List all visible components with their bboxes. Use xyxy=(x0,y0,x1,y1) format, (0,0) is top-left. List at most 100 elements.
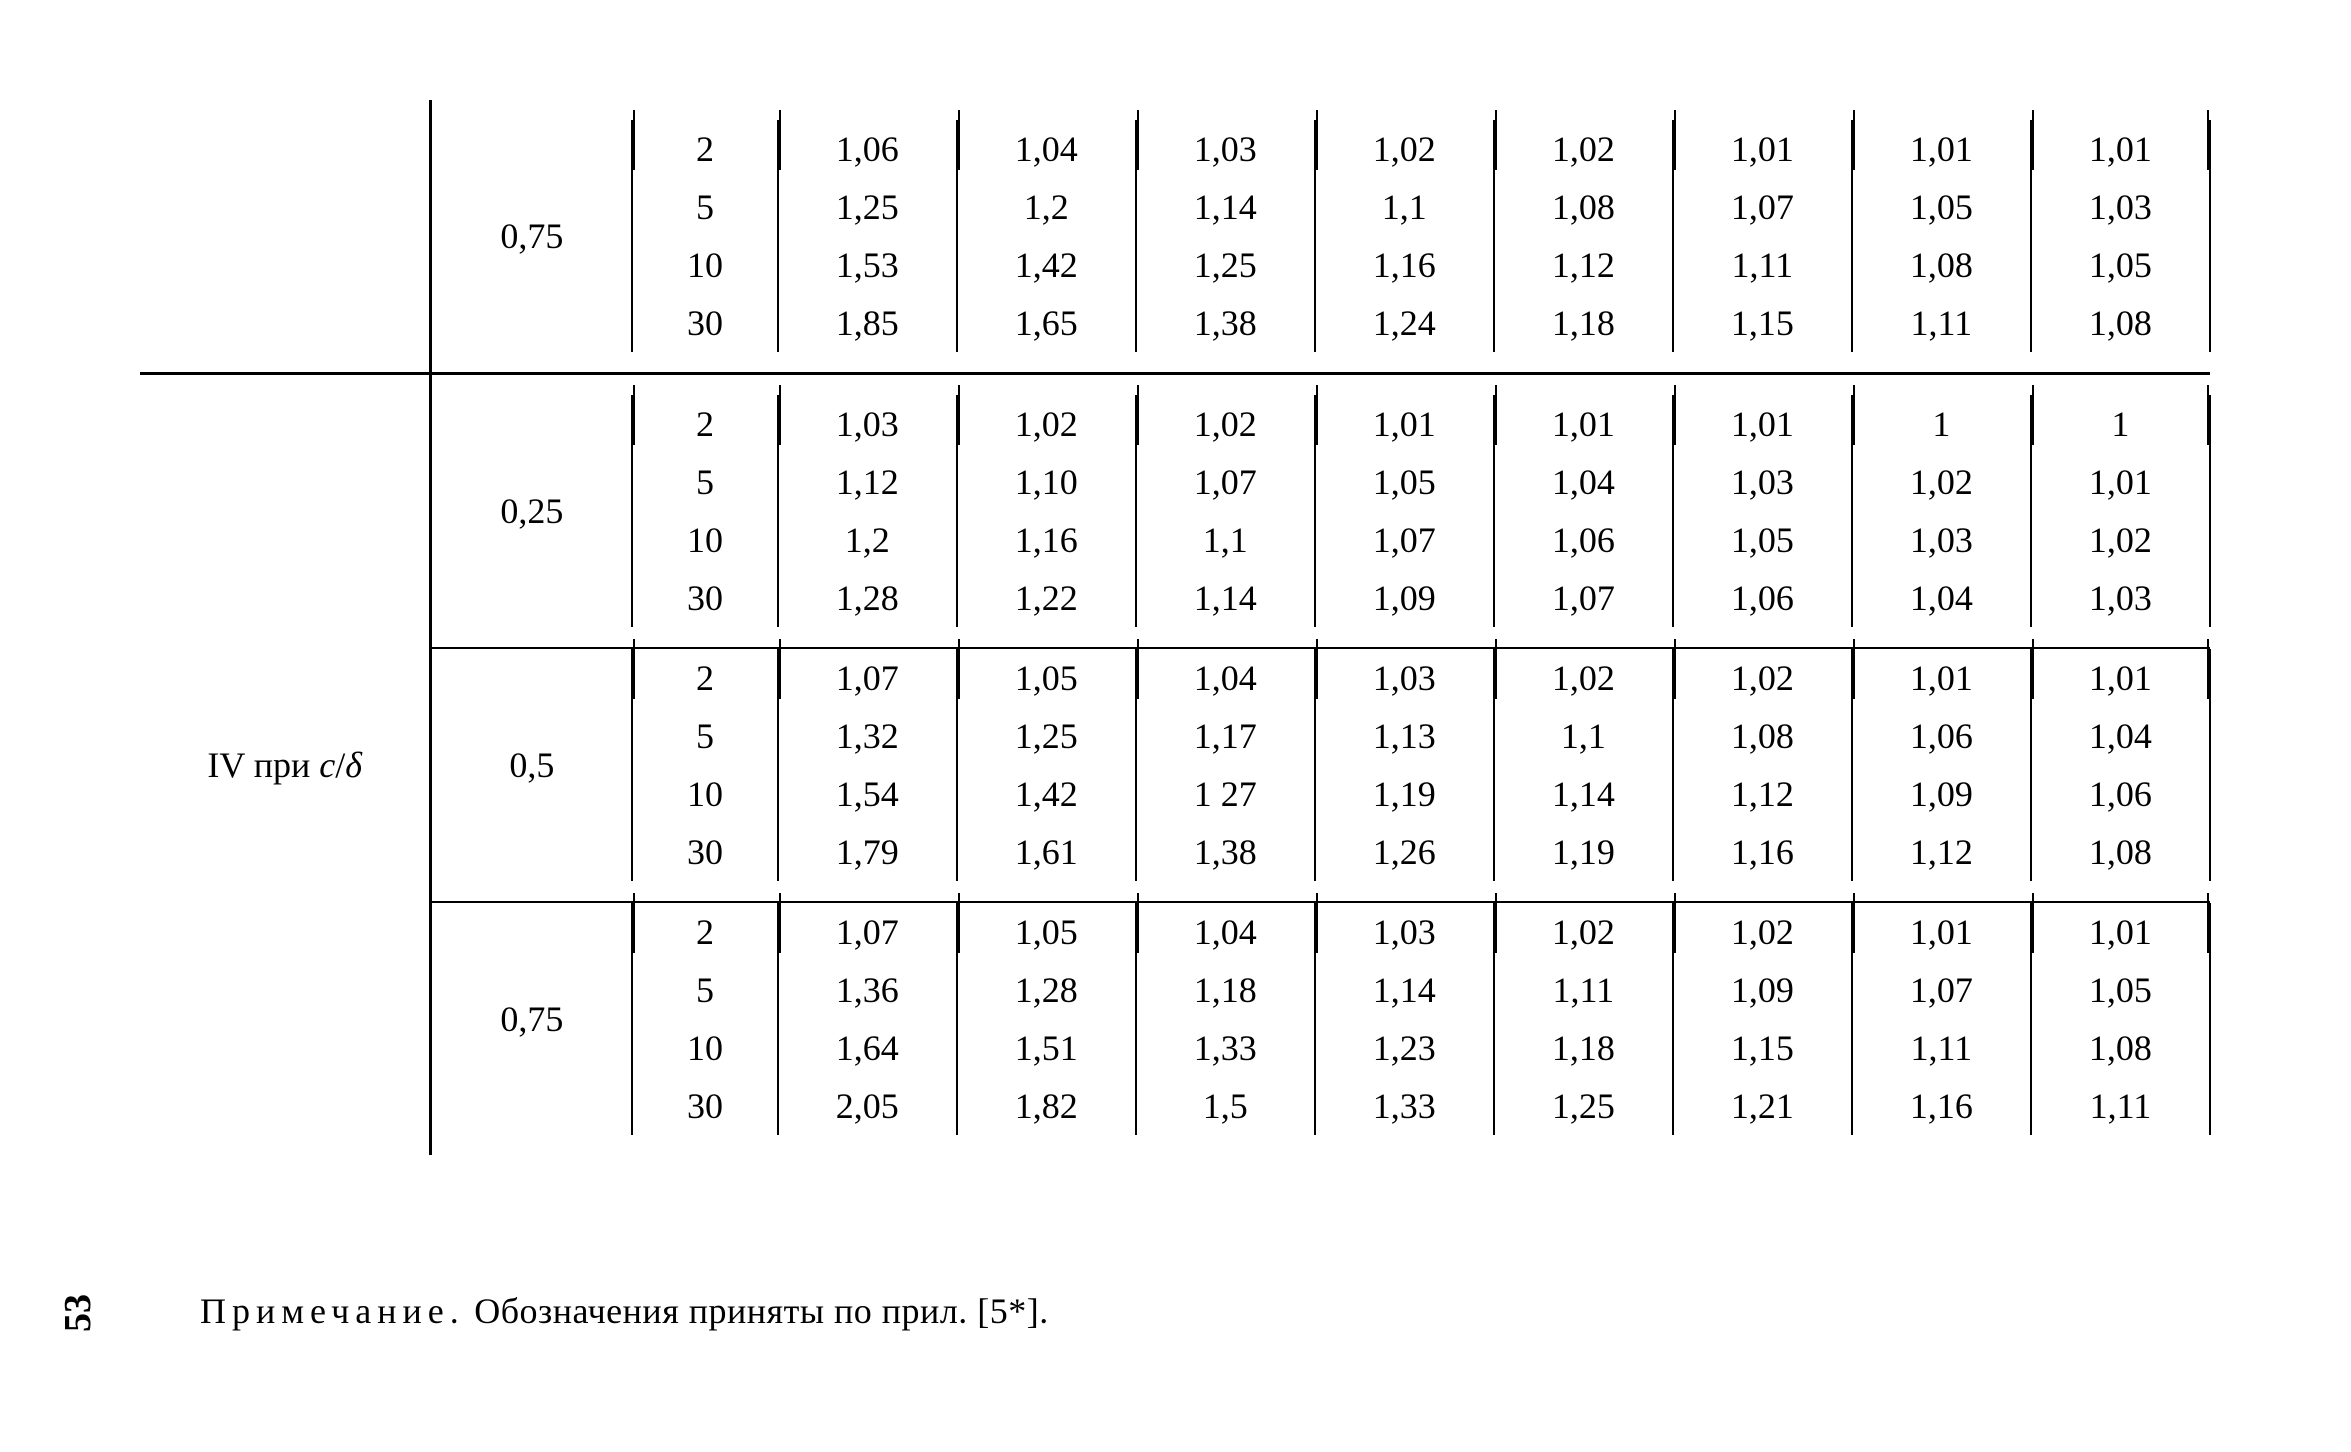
data-cell: 1,03 xyxy=(1673,453,1852,511)
data-cell: 1,64 xyxy=(778,1019,957,1077)
idx-cell: 10 xyxy=(632,1019,777,1077)
data-cell: 1,2 xyxy=(778,511,957,569)
cell: 1,18 xyxy=(1495,294,1672,352)
cell: 1,01 xyxy=(1853,903,2030,961)
data-cell: 1,03 xyxy=(2031,569,2210,627)
data-cell: 1,11 xyxy=(1673,236,1852,294)
data-cell: 1,06 xyxy=(2031,765,2210,823)
cell: 1,12 xyxy=(779,453,956,511)
cell: 1,08 xyxy=(1495,178,1672,236)
cell: 1,14 xyxy=(1137,178,1314,236)
idx-cell: 2 xyxy=(632,649,777,707)
cell: 1,05 xyxy=(958,903,1135,961)
cell: 30 xyxy=(633,294,776,352)
cell: 1,25 xyxy=(1495,1077,1672,1135)
cell: 1,16 xyxy=(1316,236,1493,294)
data-cell: 1,79 xyxy=(778,823,957,881)
cell: 1,04 xyxy=(2032,707,2209,765)
data-cell: 1,16 xyxy=(957,511,1136,569)
cell: 1,04 xyxy=(1137,649,1314,707)
data-cell: 1,01 xyxy=(2031,903,2210,961)
cell: 1,18 xyxy=(1137,961,1314,1019)
data-cell: 1,09 xyxy=(1852,765,2031,823)
data-cell: 1,1 xyxy=(1315,178,1494,236)
cell: 1,04 xyxy=(1495,453,1672,511)
cell: 1,01 xyxy=(2032,903,2209,961)
data-cell: 1,32 xyxy=(778,707,957,765)
cell: 1,38 xyxy=(1137,823,1314,881)
param-value: 0,25 xyxy=(432,482,631,540)
page: 0,7521,061,041,031,021,021,011,011,0151,… xyxy=(0,0,2351,1452)
cell: 2 xyxy=(633,903,776,961)
cell: 1,09 xyxy=(1853,765,2030,823)
data-cell: 1,13 xyxy=(1315,707,1494,765)
data-cell: 1,19 xyxy=(1315,765,1494,823)
cell: 5 xyxy=(633,707,776,765)
cell: 1,07 xyxy=(779,649,956,707)
cell: 1,07 xyxy=(1853,961,2030,1019)
cell: 1,02 xyxy=(1316,120,1493,178)
data-cell: 1,15 xyxy=(1673,1019,1852,1077)
cell: 1,17 xyxy=(1137,707,1314,765)
data-cell: 1,65 xyxy=(957,294,1136,352)
idx-cell: 5 xyxy=(632,178,777,236)
data-cell: 1,07 xyxy=(1494,569,1673,627)
cell: 1,16 xyxy=(958,511,1135,569)
data-cell: 1,5 xyxy=(1136,1077,1315,1135)
table-row: 0,2521,031,021,021,011,011,0111 xyxy=(140,395,2210,453)
table-row: 0,521,071,051,041,031,021,021,011,01 xyxy=(140,649,2210,707)
data-cell: 1,16 xyxy=(1852,1077,2031,1135)
data-cell: 1,18 xyxy=(1494,1019,1673,1077)
cell: 1,05 xyxy=(1853,178,2030,236)
data-cell: 1,28 xyxy=(778,569,957,627)
data-cell: 1,06 xyxy=(778,120,957,178)
cell: 1,18 xyxy=(1495,1019,1672,1077)
cell: 1,14 xyxy=(1316,961,1493,1019)
data-cell: 1,07 xyxy=(1136,453,1315,511)
data-cell: 1,07 xyxy=(778,649,957,707)
data-cell: 1,03 xyxy=(1315,649,1494,707)
cell: 1,01 xyxy=(1674,395,1851,453)
cell: 1,05 xyxy=(2032,961,2209,1019)
param-value: 0,75 xyxy=(432,207,631,265)
cell: 1,11 xyxy=(1495,961,1672,1019)
data-cell: 1,1 xyxy=(1136,511,1315,569)
cell: 1,13 xyxy=(1316,707,1493,765)
cell: 1,26 xyxy=(1316,823,1493,881)
idx-cell: 2 xyxy=(632,903,777,961)
idx-cell: 5 xyxy=(632,961,777,1019)
data-cell: 1,15 xyxy=(1673,294,1852,352)
data-cell: 1,26 xyxy=(1315,823,1494,881)
cell: 1,85 xyxy=(779,294,956,352)
cell: 1,06 xyxy=(2032,765,2209,823)
cell: 1,06 xyxy=(779,120,956,178)
cell: 1,5 xyxy=(1137,1077,1314,1135)
param-cell: 0,75 xyxy=(431,903,632,1135)
data-cell: 1,14 xyxy=(1494,765,1673,823)
table-row: 0,7521,061,041,031,021,021,011,011,01 xyxy=(140,120,2210,178)
cell: 1,05 xyxy=(1674,511,1851,569)
param-cell: 0,25 xyxy=(431,395,632,627)
cell: 1,01 xyxy=(1674,120,1851,178)
data-cell: 1,01 xyxy=(1315,395,1494,453)
data-table: 0,7521,061,041,031,021,021,011,011,0151,… xyxy=(140,100,2211,1155)
data-cell: 1,07 xyxy=(1673,178,1852,236)
data-cell: 1,54 xyxy=(778,765,957,823)
cell: 1,01 xyxy=(1853,120,2030,178)
idx-cell: 2 xyxy=(632,395,777,453)
data-cell: 1,14 xyxy=(1136,569,1315,627)
cell: 1,11 xyxy=(1853,294,2030,352)
data-cell: 1,82 xyxy=(957,1077,1136,1135)
cell: 1,15 xyxy=(1674,1019,1851,1077)
cell: 1,07 xyxy=(1495,569,1672,627)
cell: 1,33 xyxy=(1137,1019,1314,1077)
cell: 1,16 xyxy=(1674,823,1851,881)
data-cell: 1,16 xyxy=(1673,823,1852,881)
cell: 1,02 xyxy=(1137,395,1314,453)
cell: 1,12 xyxy=(1495,236,1672,294)
param-value: 0,5 xyxy=(432,736,631,794)
data-cell: 1,18 xyxy=(1136,961,1315,1019)
data-cell: 1,02 xyxy=(1852,453,2031,511)
data-cell: 1,04 xyxy=(1494,453,1673,511)
cell: 1,04 xyxy=(1853,569,2030,627)
